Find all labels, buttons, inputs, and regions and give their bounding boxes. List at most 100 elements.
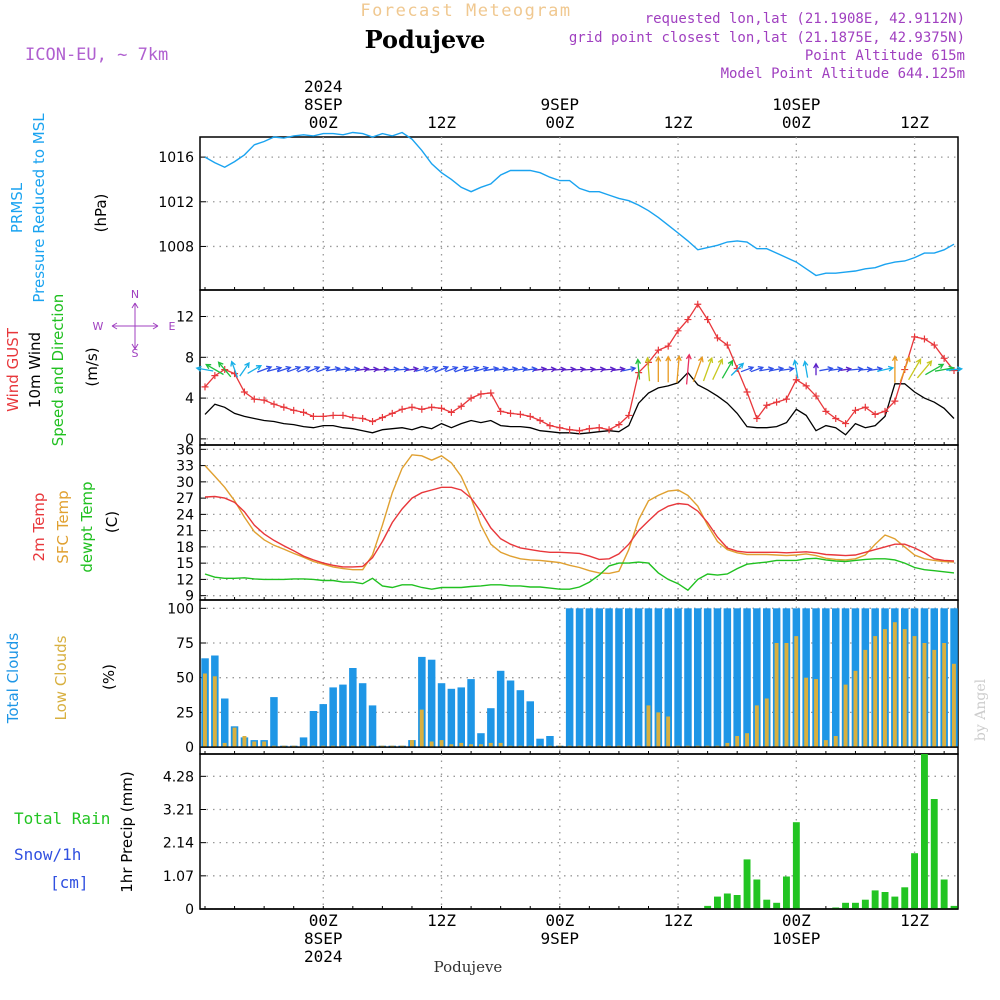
low-cloud-bar xyxy=(646,705,651,747)
rain-bar xyxy=(783,876,790,909)
total-cloud-bar xyxy=(684,608,692,747)
rain-bar xyxy=(901,887,909,909)
total-cloud-bar xyxy=(605,608,613,747)
rain-bar xyxy=(842,902,849,909)
time-label-bottom: 00Z xyxy=(782,911,811,930)
low-cloud-bar xyxy=(212,676,217,748)
low-cloud-bar xyxy=(833,736,838,748)
wind-direction-arrow xyxy=(925,363,945,376)
wind-direction-arrow xyxy=(603,366,617,373)
y-tick-label: 2.14 xyxy=(163,836,194,852)
wind-direction-arrow xyxy=(622,366,637,372)
wind-direction-arrow xyxy=(813,362,819,376)
clouds-panel: 0 25 50 75 100 Total Clouds Low Clouds (%) xyxy=(4,599,959,756)
wind-direction-arrow xyxy=(891,355,898,383)
gust-marker xyxy=(388,409,396,417)
total-cloud-bar xyxy=(625,608,633,747)
wind-direction-arrow xyxy=(685,353,692,385)
wind-direction-arrow xyxy=(740,365,755,373)
low-cloud-bar xyxy=(883,629,887,747)
low-cloud-bar xyxy=(666,716,671,747)
precip-panel: 0 1.07 2.14 3.21 4.28 1hr Precip (mm) Total Ra… xyxy=(14,753,959,918)
gust-marker xyxy=(723,341,731,349)
y-tick-label: 1016 xyxy=(158,150,194,166)
low-cloud-bar xyxy=(725,742,730,748)
gust-marker xyxy=(300,408,308,416)
low-cloud-bar xyxy=(232,727,237,747)
grid-point-location: grid point closest lon,lat (21.1875E, 42… xyxy=(569,30,965,46)
total-cloud-bar xyxy=(743,608,751,747)
time-label-top: 9SEP xyxy=(541,95,580,114)
rain-bar xyxy=(704,905,712,909)
model-point-altitude: Model Point Altitude 644.125m xyxy=(721,66,965,82)
axis-label: Speed and Direction xyxy=(49,294,67,447)
axis-label: Low Clouds xyxy=(52,635,70,720)
low-cloud-bar xyxy=(262,741,267,747)
total-cloud-bar xyxy=(615,608,623,747)
gust-marker xyxy=(457,402,465,410)
total-cloud-bar xyxy=(368,705,377,747)
gust-marker xyxy=(467,394,475,402)
gust-marker xyxy=(359,414,367,422)
footer-location: Podujeve xyxy=(434,958,503,976)
rain-bar xyxy=(714,896,721,909)
low-cloud-bar xyxy=(902,629,907,747)
total-cloud-bar xyxy=(299,737,308,748)
total-cloud-bar xyxy=(349,668,357,748)
low-cloud-bar xyxy=(892,622,897,748)
wind-direction-arrow xyxy=(239,361,250,377)
gust-marker xyxy=(871,410,879,418)
total-cloud-bar xyxy=(565,608,574,747)
time-label-bottom: 00Z xyxy=(309,911,338,930)
total-cloud-bar xyxy=(358,683,367,747)
gust-marker xyxy=(812,392,820,400)
wind-direction-arrow xyxy=(356,366,370,373)
time-label-top: 12Z xyxy=(427,113,456,132)
axis-label: (m/s) xyxy=(83,347,101,386)
total-cloud-bar xyxy=(309,711,318,748)
low-cloud-bar xyxy=(488,742,493,748)
low-cloud-bar xyxy=(942,643,947,748)
wind-direction-arrow xyxy=(583,366,597,373)
wind-direction-arrow xyxy=(593,366,607,373)
snow-unit-label: [cm] xyxy=(50,873,89,892)
low-cloud-bar xyxy=(222,742,227,748)
gust-marker xyxy=(625,411,633,419)
time-label-top: 12Z xyxy=(900,113,929,132)
total-cloud-bar xyxy=(496,670,505,748)
rain-bar xyxy=(743,859,751,909)
axis-label: PRMSL xyxy=(8,182,26,233)
total-cloud-bar xyxy=(546,736,554,748)
wind-direction-arrow xyxy=(406,366,420,373)
time-label-bottom: 2024 xyxy=(304,947,343,966)
wind-direction-arrow xyxy=(266,365,283,373)
gust-marker xyxy=(526,412,534,420)
gust-marker xyxy=(763,401,771,409)
axis-label: Pressure Reduced to MSL xyxy=(30,113,48,303)
wind-direction-arrow xyxy=(750,365,765,373)
wind-direction-arrow xyxy=(287,365,302,373)
y-tick-label: 1012 xyxy=(158,195,194,211)
wind-direction-arrow xyxy=(635,358,642,380)
gust-marker xyxy=(507,409,515,417)
y-tick-label: 50 xyxy=(176,671,194,687)
y-tick-label: 12 xyxy=(176,572,194,588)
compass-e: E xyxy=(169,320,176,333)
low-cloud-bar xyxy=(814,679,818,748)
low-cloud-bar xyxy=(242,736,247,748)
time-label-top: 8SEP xyxy=(304,95,343,114)
low-cloud-bar xyxy=(479,744,483,748)
wind-direction-arrow xyxy=(445,365,459,373)
total-cloud-bar xyxy=(526,701,534,748)
gust-marker xyxy=(556,424,564,432)
y-tick-label: 25 xyxy=(176,705,194,721)
wind-direction-arrow xyxy=(534,366,548,373)
total-cloud-bar xyxy=(575,608,584,747)
total-cloud-bar xyxy=(447,688,456,748)
wind-direction-arrow xyxy=(463,365,480,373)
total-cloud-bar xyxy=(270,697,278,747)
gust-marker xyxy=(240,388,248,396)
wind-direction-arrow xyxy=(829,366,844,373)
wind-speed-line xyxy=(204,371,955,436)
